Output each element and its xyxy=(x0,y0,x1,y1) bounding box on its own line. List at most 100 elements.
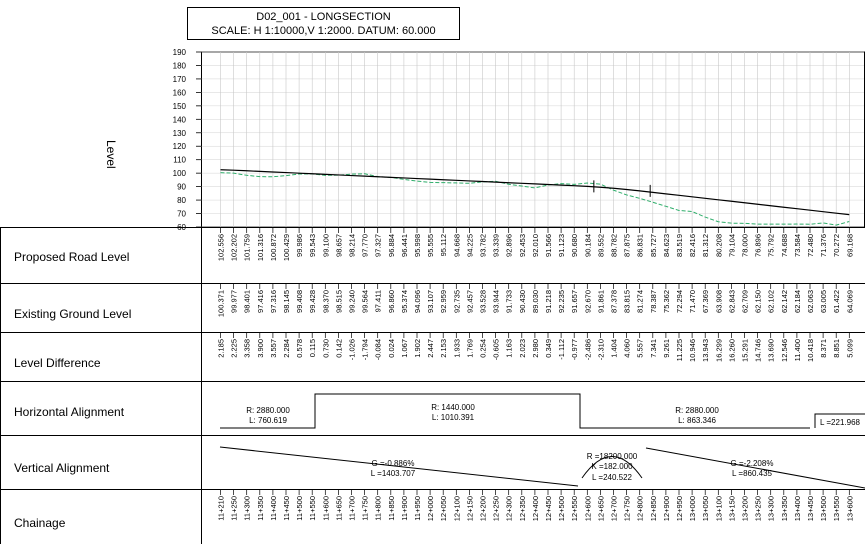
existing-level-value: 92.670 xyxy=(583,290,592,313)
level-difference-value: 5.557 xyxy=(636,339,645,358)
level-difference-value: -0.977 xyxy=(570,339,579,360)
level-difference-value: 2.447 xyxy=(426,339,435,358)
y-tick-label: 80 xyxy=(177,196,186,205)
horizontal-alignment-line-end xyxy=(814,413,865,428)
vt-curve-radius: R =18200.000 xyxy=(587,452,638,461)
chainage-value: 12+450 xyxy=(544,496,553,521)
y-tick-label: 110 xyxy=(173,156,186,165)
chainage-value: 11+800 xyxy=(374,496,383,521)
vt-grade-2: G =-2.208% xyxy=(731,459,774,468)
proposed-level-value: 75.792 xyxy=(767,234,776,257)
proposed-level-value: 95.998 xyxy=(413,234,422,257)
proposed-level-value: 92.453 xyxy=(518,234,527,257)
level-difference-value: 16.260 xyxy=(727,339,736,362)
proposed-level-value: 101.759 xyxy=(243,234,252,261)
hz-segment-3-radius: R: 2880.000 xyxy=(675,406,719,415)
hz-segment-4-length: L =221.968 xyxy=(820,418,861,427)
existing-level-value: 62.843 xyxy=(727,290,736,313)
existing-level-value: 99.408 xyxy=(295,290,304,313)
proposed-level-value: 69.168 xyxy=(845,234,854,257)
row-label-chainage: Chainage xyxy=(14,516,66,530)
existing-level-value: 83.815 xyxy=(623,290,632,313)
level-difference-value: 8.371 xyxy=(819,339,828,358)
chainage-value: 12+800 xyxy=(636,496,645,521)
vt-grade-1: G =-0.886% xyxy=(372,459,415,468)
level-difference-value: 14.746 xyxy=(754,339,763,362)
hz-segment-2-length: L: 1010.391 xyxy=(432,413,475,422)
existing-level-value: 98.145 xyxy=(282,290,291,313)
level-difference-value: 2.153 xyxy=(439,339,448,358)
existing-level-value: 62.709 xyxy=(741,290,750,313)
hz-segment-3-length: L: 863.346 xyxy=(678,416,716,425)
chainage-value: 11+450 xyxy=(282,496,291,521)
proposed-level-value: 81.312 xyxy=(701,234,710,257)
level-difference-value: -2.310 xyxy=(596,339,605,360)
existing-level-value: 72.294 xyxy=(675,290,684,313)
chainage-value: 11+250 xyxy=(230,496,239,521)
proposed-level-value: 76.896 xyxy=(754,234,763,257)
level-difference-value: 5.099 xyxy=(845,339,854,358)
level-difference-value: 2.284 xyxy=(282,339,291,358)
chainage-value: 11+900 xyxy=(400,496,409,521)
title-line-2: SCALE: H 1:10000,V 1:2000. DATUM: 60.000 xyxy=(211,25,436,37)
existing-level-value: 81.274 xyxy=(636,290,645,313)
existing-level-value: 92.235 xyxy=(557,290,566,313)
level-difference-value: 2.023 xyxy=(518,339,527,358)
level-difference-value: 1.902 xyxy=(413,339,422,358)
proposed-level-value: 102.556 xyxy=(217,234,226,261)
proposed-level-value: 86.831 xyxy=(636,234,645,257)
existing-level-value: 100.371 xyxy=(217,290,226,317)
proposed-level-value: 102.202 xyxy=(230,234,239,261)
existing-level-value: 93.528 xyxy=(479,290,488,313)
row-label-vertical: Vertical Alignment xyxy=(14,461,110,475)
chainage-value: 12+250 xyxy=(492,496,501,521)
existing-level-value: 91.733 xyxy=(505,290,514,313)
vertical-grade-1 xyxy=(219,446,579,487)
chainage-value: 13+400 xyxy=(793,496,802,521)
chainage-value: 13+300 xyxy=(767,496,776,521)
existing-level-value: 67.369 xyxy=(701,290,710,313)
existing-level-value: 98.401 xyxy=(243,290,252,313)
proposed-level-value: 99.543 xyxy=(308,234,317,257)
existing-level-value: 92.959 xyxy=(439,290,448,313)
vt-length-2: L =860.435 xyxy=(732,469,773,478)
existing-level-value: 64.069 xyxy=(845,290,854,313)
chainage-value: 12+100 xyxy=(452,496,461,521)
proposed-level-value: 95.112 xyxy=(439,234,448,256)
existing-level-value: 97.316 xyxy=(269,290,278,313)
existing-level-value: 99.240 xyxy=(348,290,357,313)
level-difference-value: 15.291 xyxy=(741,339,750,362)
existing-level-value: 91.218 xyxy=(544,290,553,313)
row-label-difference: Level Difference xyxy=(14,356,101,370)
existing-level-value: 91.657 xyxy=(570,290,579,313)
chainage-value: 12+400 xyxy=(531,496,540,521)
proposed-level-value: 82.416 xyxy=(688,234,697,257)
chainage-value: 12+650 xyxy=(596,496,605,521)
proposed-level-value: 84.623 xyxy=(662,234,671,257)
y-tick-label: 100 xyxy=(173,169,187,178)
level-difference-value: 1.404 xyxy=(610,339,619,358)
level-difference-value: 1.067 xyxy=(400,339,409,358)
level-difference-value: -0.605 xyxy=(492,339,501,360)
y-tick-label: 160 xyxy=(173,88,187,97)
chainage-value: 11+600 xyxy=(321,496,330,521)
level-difference-value: 7.341 xyxy=(649,339,658,358)
level-difference-value: 0.578 xyxy=(295,339,304,358)
level-difference-value: 11.400 xyxy=(793,339,802,361)
existing-level-value: 99.428 xyxy=(308,290,317,313)
proposed-level-value: 101.316 xyxy=(256,234,265,261)
chainage-value: 13+100 xyxy=(714,496,723,521)
proposed-level-value: 93.782 xyxy=(479,234,488,257)
chainage-value: 12+350 xyxy=(518,496,527,521)
chainage-value: 11+950 xyxy=(413,496,422,521)
proposed-level-value: 99.100 xyxy=(321,234,330,257)
chainage-value: 11+210 xyxy=(217,496,226,521)
proposed-level-value: 72.480 xyxy=(806,234,815,257)
vt-curve-k: K =182.000 xyxy=(591,462,633,471)
existing-level-value: 62.102 xyxy=(767,290,776,313)
existing-level-value: 75.362 xyxy=(662,290,671,313)
proposed-level-value: 100.429 xyxy=(282,234,291,261)
chainage-value: 12+150 xyxy=(465,496,474,521)
existing-level-value: 90.430 xyxy=(518,290,527,313)
